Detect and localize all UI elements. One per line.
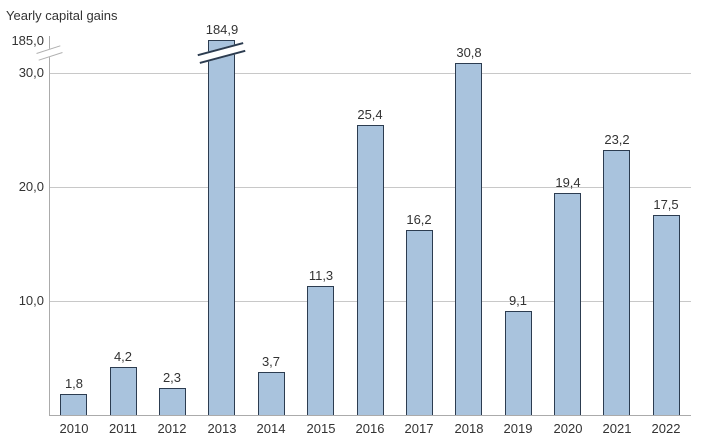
- bar-2020: [554, 193, 581, 415]
- x-axis-line: [49, 415, 691, 416]
- y-tick-label-20: 20,0: [18, 179, 44, 194]
- value-label-2021: 23,2: [604, 132, 630, 147]
- bar-2017: [406, 230, 433, 415]
- x-tick-label-2014: 2014: [256, 421, 286, 436]
- value-label-2016: 25,4: [357, 107, 383, 122]
- y-axis-line: [49, 36, 50, 415]
- bar-2014: [258, 372, 285, 415]
- bar-2010: [60, 394, 87, 415]
- bar-2022: [653, 215, 680, 415]
- y-tick-label-30: 30,0: [18, 65, 44, 80]
- value-label-2019: 9,1: [508, 293, 528, 308]
- y-tick-label-185: 185,0: [11, 33, 44, 48]
- x-tick-label-2011: 2011: [109, 421, 137, 436]
- x-tick-label-2015: 2015: [306, 421, 336, 436]
- bar-2015: [307, 286, 334, 415]
- x-tick-label-2012: 2012: [157, 421, 187, 436]
- x-tick-label-2010: 2010: [59, 421, 89, 436]
- value-label-2010: 1,8: [64, 376, 84, 391]
- x-tick-label-2019: 2019: [503, 421, 533, 436]
- bar-2016: [357, 125, 384, 415]
- value-label-2017: 16,2: [406, 212, 432, 227]
- x-tick-label-2013: 2013: [207, 421, 237, 436]
- bar-2012: [159, 388, 186, 415]
- value-label-2013: 184,9: [205, 22, 239, 37]
- bar-2018: [455, 63, 482, 415]
- x-tick-label-2021: 2021: [602, 421, 632, 436]
- x-tick-label-2022: 2022: [651, 421, 681, 436]
- y-tick-label-10: 10,0: [18, 293, 44, 308]
- value-label-2022: 17,5: [653, 197, 679, 212]
- x-tick-label-2018: 2018: [454, 421, 484, 436]
- gridline-30: [49, 73, 691, 74]
- x-tick-label-2017: 2017: [404, 421, 434, 436]
- x-tick-label-2016: 2016: [355, 421, 385, 436]
- bar-2013: [208, 40, 235, 415]
- x-tick-label-2020: 2020: [553, 421, 583, 436]
- value-label-2014: 3,7: [261, 354, 281, 369]
- value-label-2020: 19,4: [555, 175, 581, 190]
- value-label-2018: 30,8: [456, 45, 482, 60]
- chart-title: Yearly capital gains: [6, 8, 118, 23]
- value-label-2015: 11,3: [308, 268, 334, 283]
- value-label-2012: 2,3: [162, 370, 182, 385]
- value-label-2011: 4,2: [113, 349, 133, 364]
- bar-2021: [603, 150, 630, 415]
- bar-2019: [505, 311, 532, 415]
- bar-2011: [110, 367, 137, 415]
